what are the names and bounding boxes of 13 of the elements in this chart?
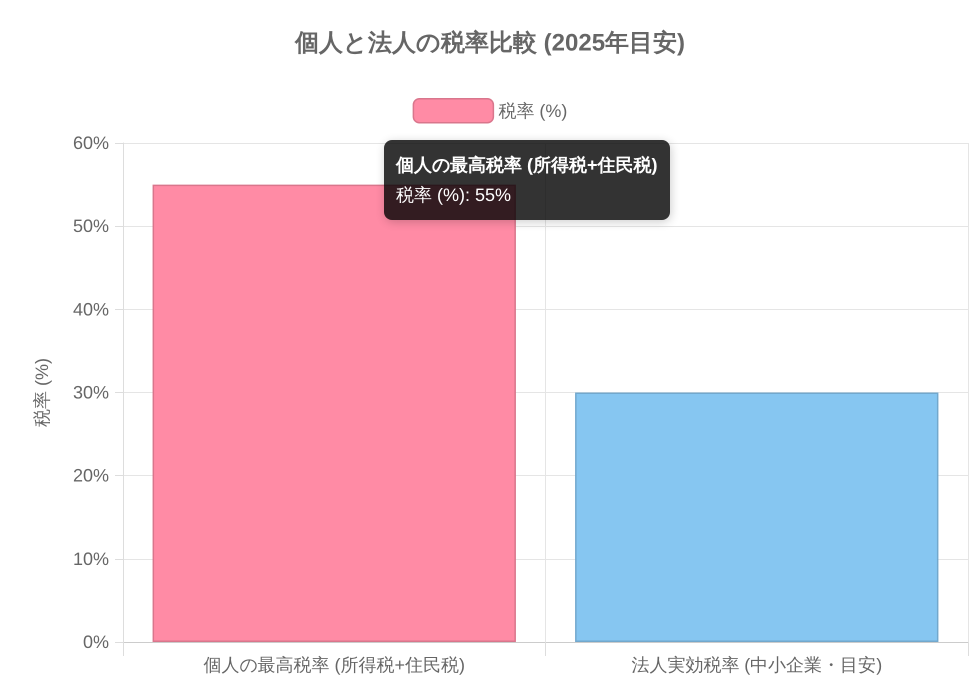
legend-label: 税率 (%) <box>498 100 568 121</box>
y-tick-label: 30% <box>72 382 109 402</box>
y-tick-label: 20% <box>72 466 109 486</box>
y-tick-label: 60% <box>72 133 109 153</box>
x-tick-label: 法人実効税率 (中小企業・目安) <box>631 655 882 675</box>
y-tick-label: 0% <box>82 632 109 652</box>
y-tick-label: 50% <box>72 216 109 236</box>
y-tick-label: 40% <box>72 299 109 320</box>
y-axis-title: 税率 (%) <box>32 358 52 427</box>
x-tick-label: 個人の最高税率 (所得税+住民税) <box>203 655 466 675</box>
annotation: 個人の最高税率 (所得税+住民税) 税率 (%): 55% <box>396 154 658 207</box>
y-tick-label: 10% <box>72 548 109 569</box>
chart-title: 個人と法人の税率比較 (2025年目安) <box>294 30 686 56</box>
